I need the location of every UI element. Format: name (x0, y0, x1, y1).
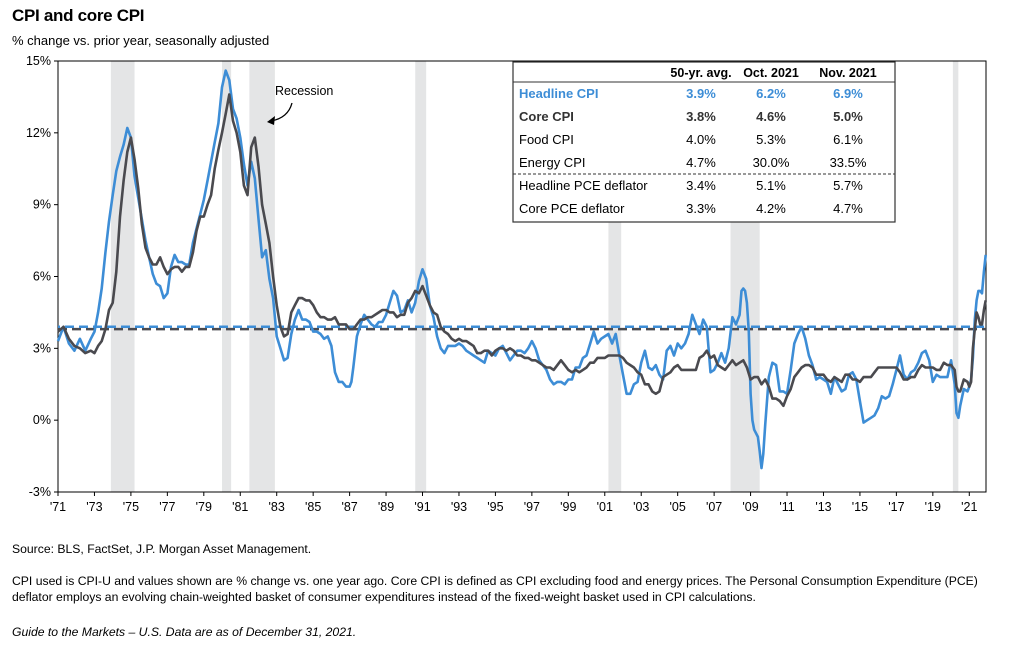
x-tick-label-13: '97 (524, 500, 540, 514)
table-cell-0-2: 6.9% (833, 86, 863, 101)
x-tick-label-4: '79 (196, 500, 212, 514)
x-tick-label-24: '19 (925, 500, 941, 514)
table-cell-5-2: 4.7% (833, 201, 863, 216)
table-cell-1-1: 4.6% (756, 109, 786, 124)
table-cell-1-2: 5.0% (833, 109, 863, 124)
x-tick-label-22: '15 (852, 500, 868, 514)
series-line-core-cpi (57, 93, 987, 408)
y-tick-label-0: -3% (29, 485, 51, 499)
page-subtitle: % change vs. prior year, seasonally adju… (12, 33, 270, 48)
table-header-1: 50-yr. avg. (670, 66, 731, 80)
x-tick-label-9: '89 (378, 500, 394, 514)
x-tick-label-20: '11 (779, 500, 794, 514)
x-tick-label-11: '93 (451, 500, 467, 514)
table-header-2: Oct. 2021 (743, 66, 799, 80)
y-tick-label-6: 15% (26, 54, 51, 68)
source-note: Source: BLS, FactSet, J.P. Morgan Asset … (12, 542, 312, 556)
table-cell-1-0: 3.8% (686, 109, 716, 124)
table-cell-5-1: 4.2% (756, 201, 786, 216)
table-cell-3-2: 33.5% (830, 155, 867, 170)
table-cell-4-0: 3.4% (686, 178, 716, 193)
table-header-3: Nov. 2021 (819, 66, 876, 80)
x-tick-label-12: '95 (487, 500, 503, 514)
y-tick-label-4: 9% (33, 198, 51, 212)
x-tick-label-7: '85 (305, 500, 321, 514)
table-cell-4-1: 5.1% (756, 178, 786, 193)
x-tick-label-23: '17 (888, 500, 904, 514)
table-cell-4-2: 5.7% (833, 178, 863, 193)
x-tick-label-15: '01 (597, 500, 613, 514)
table-cell-0-0: 3.9% (686, 86, 716, 101)
table-cell-2-2: 6.1% (833, 132, 863, 147)
table-row-label-1: Core CPI (519, 109, 574, 124)
x-tick-label-25: '21 (961, 500, 977, 514)
x-tick-label-17: '05 (670, 500, 686, 514)
table-row-label-5: Core PCE deflator (519, 201, 625, 216)
recession-band-1 (222, 61, 232, 492)
table-cell-5-0: 3.3% (686, 201, 716, 216)
table-cell-2-1: 5.3% (756, 132, 786, 147)
y-tick-label-3: 6% (33, 270, 51, 284)
x-tick-label-16: '03 (633, 500, 649, 514)
x-tick-label-5: '81 (232, 500, 248, 514)
table-cell-3-0: 4.7% (686, 155, 716, 170)
x-tick-label-2: '75 (123, 500, 139, 514)
x-tick-label-14: '99 (560, 500, 576, 514)
y-tick-label-5: 12% (26, 126, 51, 140)
cpi-line-chart: -3% 0% 3% 6% 9% 12% 15% '71 '73 '75 '77 '79 '81 '83 '8… (26, 54, 987, 514)
series-line-headline-cpi (56, 69, 987, 470)
table-row-label-2: Food CPI (519, 132, 574, 147)
x-tick-label-0: '71 (50, 500, 66, 514)
x-tick-label-1: '73 (86, 500, 102, 514)
table-cell-0-1: 6.2% (756, 86, 786, 101)
recession-band-6 (952, 61, 959, 492)
methodology-note: CPI used is CPI-U and values shown are %… (12, 574, 978, 604)
table-cell-2-0: 4.0% (686, 132, 716, 147)
recession-arrowhead (267, 116, 275, 125)
table-row-label-4: Headline PCE deflator (519, 178, 648, 193)
recession-band-0 (110, 61, 135, 492)
guide-note: Guide to the Markets – U.S. Data are as … (12, 625, 357, 639)
x-tick-label-6: '83 (269, 500, 285, 514)
x-tick-label-3: '77 (159, 500, 175, 514)
x-tick-label-18: '07 (706, 500, 722, 514)
page-title: CPI and core CPI (12, 6, 145, 25)
table-row-label-0: Headline CPI (519, 86, 598, 101)
x-tick-label-8: '87 (341, 500, 357, 514)
summary-table (512, 61, 896, 223)
recession-annotation: Recession (275, 84, 333, 98)
table-row-label-3: Energy CPI (519, 155, 585, 170)
x-tick-label-21: '13 (815, 500, 831, 514)
y-tick-label-1: 0% (33, 413, 51, 427)
x-tick-label-10: '91 (414, 500, 430, 514)
y-tick-label-2: 3% (33, 341, 51, 355)
recession-band-2 (249, 61, 275, 492)
table-cell-3-1: 30.0% (753, 155, 790, 170)
x-tick-label-19: '09 (742, 500, 758, 514)
